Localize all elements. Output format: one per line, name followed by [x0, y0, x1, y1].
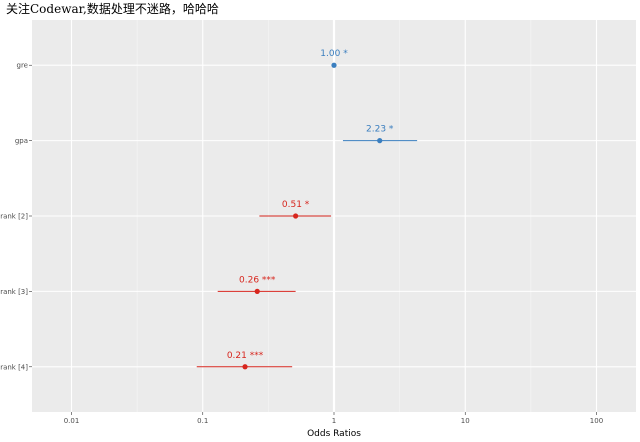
x-tick-label: 10: [461, 417, 470, 425]
data-label: 0.21 ***: [227, 351, 264, 361]
x-tick-label: 1: [332, 417, 336, 425]
data-marks: 1.00 * 2.23 * 0.51 * 0.26 *** 0.21 ***: [196, 49, 418, 370]
y-tick-label: gpa: [15, 137, 28, 145]
x-axis-title: Odds Ratios: [307, 429, 361, 439]
data-label: 1.00 *: [320, 49, 348, 59]
data-label: 2.23 *: [366, 125, 394, 135]
y-tick-label: rank [3]: [0, 288, 28, 296]
point-estimate: [254, 288, 260, 294]
point-estimate: [242, 364, 248, 370]
y-tick-label: gre: [17, 62, 28, 70]
x-axis: 0.01 0.1 1 10 100: [64, 412, 603, 425]
data-label: 0.26 ***: [239, 275, 276, 285]
y-tick-label: rank [2]: [0, 213, 28, 221]
x-tick-label: 0.1: [197, 417, 208, 425]
x-tick-label: 0.01: [64, 417, 80, 425]
y-tick-label: rank [4]: [0, 363, 28, 371]
y-axis: gre gpa rank [2] rank [3] rank [4]: [0, 62, 32, 371]
point-estimate: [331, 62, 337, 68]
x-tick-label: 100: [590, 417, 603, 425]
data-label: 0.51 *: [282, 200, 310, 210]
chart-title: 关注Codewar,数据处理不迷路，哈哈哈: [6, 1, 219, 16]
point-estimate: [293, 213, 299, 219]
point-estimate: [377, 138, 383, 144]
